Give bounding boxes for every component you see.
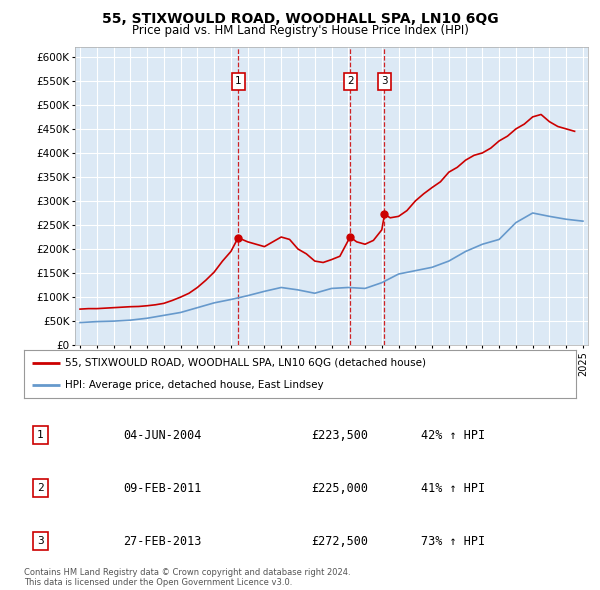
Text: £225,000: £225,000 bbox=[311, 481, 368, 495]
Text: £223,500: £223,500 bbox=[311, 428, 368, 442]
Text: 27-FEB-2013: 27-FEB-2013 bbox=[124, 535, 202, 548]
Text: £272,500: £272,500 bbox=[311, 535, 368, 548]
Text: 1: 1 bbox=[37, 430, 44, 440]
Text: This data is licensed under the Open Government Licence v3.0.: This data is licensed under the Open Gov… bbox=[24, 578, 292, 587]
Text: 1: 1 bbox=[235, 77, 241, 87]
Text: 2: 2 bbox=[37, 483, 44, 493]
Text: 3: 3 bbox=[381, 77, 388, 87]
Text: 3: 3 bbox=[37, 536, 44, 546]
Text: 2: 2 bbox=[347, 77, 353, 87]
Text: 04-JUN-2004: 04-JUN-2004 bbox=[124, 428, 202, 442]
Text: 42% ↑ HPI: 42% ↑ HPI bbox=[421, 428, 485, 442]
Text: Contains HM Land Registry data © Crown copyright and database right 2024.: Contains HM Land Registry data © Crown c… bbox=[24, 568, 350, 576]
Text: 41% ↑ HPI: 41% ↑ HPI bbox=[421, 481, 485, 495]
Text: 09-FEB-2011: 09-FEB-2011 bbox=[124, 481, 202, 495]
Text: 55, STIXWOULD ROAD, WOODHALL SPA, LN10 6QG: 55, STIXWOULD ROAD, WOODHALL SPA, LN10 6… bbox=[101, 12, 499, 26]
Text: 55, STIXWOULD ROAD, WOODHALL SPA, LN10 6QG (detached house): 55, STIXWOULD ROAD, WOODHALL SPA, LN10 6… bbox=[65, 358, 427, 368]
Text: HPI: Average price, detached house, East Lindsey: HPI: Average price, detached house, East… bbox=[65, 380, 324, 390]
Text: 73% ↑ HPI: 73% ↑ HPI bbox=[421, 535, 485, 548]
Text: Price paid vs. HM Land Registry's House Price Index (HPI): Price paid vs. HM Land Registry's House … bbox=[131, 24, 469, 37]
